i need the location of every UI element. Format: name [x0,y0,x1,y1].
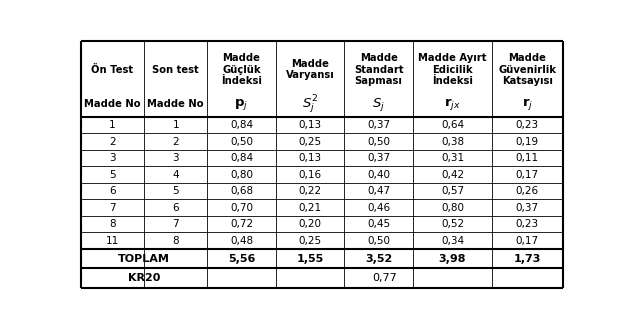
Text: 0,31: 0,31 [441,153,464,163]
Text: 3: 3 [172,153,179,163]
Text: 1: 1 [109,120,116,130]
Text: Madde
Standart
Sapması: Madde Standart Sapması [354,53,403,86]
Text: Madde No: Madde No [148,99,204,110]
Text: Madde
Güvenirlik
Katsayısı: Madde Güvenirlik Katsayısı [499,53,556,86]
Text: 0,11: 0,11 [516,153,539,163]
Text: 0,23: 0,23 [516,120,539,130]
Text: Madde
Güçlük
İndeksi: Madde Güçlük İndeksi [221,53,262,86]
Text: 0,45: 0,45 [367,219,390,229]
Text: 0,37: 0,37 [367,153,390,163]
Text: 4: 4 [172,170,179,180]
Text: r$_j$: r$_j$ [522,96,533,113]
Text: 0,57: 0,57 [441,186,464,196]
Text: 0,37: 0,37 [516,203,539,213]
Text: p$_j$: p$_j$ [234,97,249,112]
Text: Son test: Son test [153,65,199,75]
Text: 8: 8 [109,219,116,229]
Text: 0,70: 0,70 [230,203,253,213]
Text: 11: 11 [106,236,119,246]
Text: 3,98: 3,98 [439,254,466,264]
Text: 6: 6 [109,186,116,196]
Text: 0,80: 0,80 [441,203,464,213]
Text: 0,42: 0,42 [441,170,464,180]
Text: 0,47: 0,47 [367,186,390,196]
Text: 0,64: 0,64 [441,120,464,130]
Text: 0,20: 0,20 [298,219,322,229]
Text: 5: 5 [109,170,116,180]
Text: 3: 3 [109,153,116,163]
Text: Ön Test: Ön Test [92,65,134,75]
Text: 7: 7 [109,203,116,213]
Text: 3,52: 3,52 [365,254,392,264]
Text: 5: 5 [172,186,179,196]
Text: 0,19: 0,19 [516,137,539,147]
Text: 0,23: 0,23 [516,219,539,229]
Text: 6: 6 [172,203,179,213]
Text: 8: 8 [172,236,179,246]
Text: Madde No: Madde No [84,99,141,110]
Text: 1,55: 1,55 [296,254,323,264]
Text: 0,50: 0,50 [367,137,390,147]
Text: 0,40: 0,40 [367,170,390,180]
Text: 7: 7 [172,219,179,229]
Text: Madde Ayırt
Edicilik
İndeksi: Madde Ayırt Edicilik İndeksi [418,53,487,86]
Text: 0,13: 0,13 [298,120,322,130]
Text: 0,34: 0,34 [441,236,464,246]
Text: 0,77: 0,77 [372,273,398,283]
Text: 0,84: 0,84 [230,153,253,163]
Text: 0,25: 0,25 [298,137,322,147]
Text: 0,48: 0,48 [230,236,253,246]
Text: 0,21: 0,21 [298,203,322,213]
Text: 0,37: 0,37 [367,120,390,130]
Text: 0,16: 0,16 [298,170,322,180]
Text: 1,73: 1,73 [514,254,541,264]
Text: 0,50: 0,50 [367,236,390,246]
Text: 0,50: 0,50 [230,137,253,147]
Text: 0,84: 0,84 [230,120,253,130]
Text: 2: 2 [172,137,179,147]
Text: 0,22: 0,22 [298,186,322,196]
Text: 0,72: 0,72 [230,219,253,229]
Text: 0,80: 0,80 [230,170,253,180]
Text: 0,13: 0,13 [298,153,322,163]
Text: 5,56: 5,56 [228,254,255,264]
Text: 0,46: 0,46 [367,203,390,213]
Text: $S_j$: $S_j$ [372,96,385,113]
Text: 0,68: 0,68 [230,186,253,196]
Text: r$_{jx}$: r$_{jx}$ [444,96,461,113]
Text: 2: 2 [109,137,116,147]
Text: KR20: KR20 [128,273,160,283]
Text: Madde
Varyansı: Madde Varyansı [286,59,335,80]
Text: TOPLAM: TOPLAM [118,254,170,264]
Text: $S_j^2$: $S_j^2$ [302,93,318,116]
Text: 0,52: 0,52 [441,219,464,229]
Text: 1: 1 [172,120,179,130]
Text: 0,17: 0,17 [516,170,539,180]
Text: 0,38: 0,38 [441,137,464,147]
Text: 0,25: 0,25 [298,236,322,246]
Text: 0,26: 0,26 [516,186,539,196]
Text: 0,17: 0,17 [516,236,539,246]
